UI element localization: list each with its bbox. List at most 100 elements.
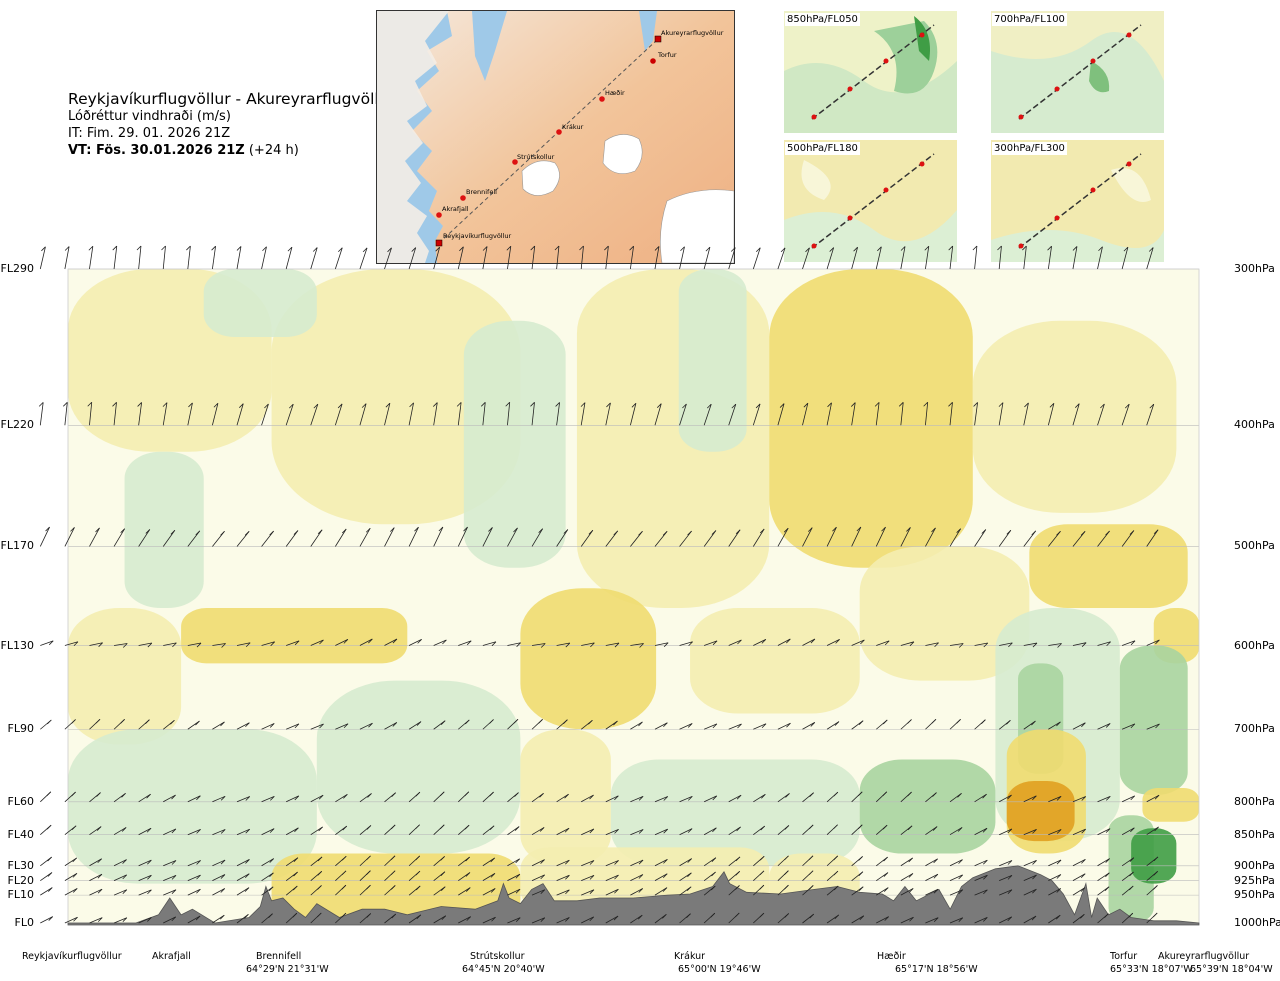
wind-barb-flag (1056, 888, 1061, 893)
hpa-tick-label: 300hPa (1234, 262, 1275, 275)
map-label-krakur: Krákur (562, 123, 584, 131)
wind-barb (531, 402, 535, 426)
wind-barb-flag (120, 528, 125, 533)
wind-barb (40, 916, 53, 924)
wind-barb-flag (294, 723, 300, 729)
wind-barb (974, 793, 987, 803)
wind-barb-flag (342, 825, 348, 831)
wind-barb-flag (343, 639, 349, 644)
wind-barb-flag (759, 884, 765, 890)
fl-tick-label: FL90 (7, 722, 34, 736)
wind-barb-flag (606, 402, 611, 408)
wind-barb-flag (122, 643, 128, 648)
wind-barb (949, 246, 954, 270)
wind-barb-flag (907, 825, 913, 831)
wind-barb-flag (565, 642, 571, 648)
wind-barb-flag (465, 719, 470, 725)
wind-barb-flag (489, 825, 495, 831)
wind-barb (556, 402, 560, 426)
location-name: Brennifell (256, 951, 302, 962)
wind-barb (507, 858, 520, 867)
wind-barb (1023, 795, 1037, 803)
wind-barb (630, 859, 644, 867)
wind-barb (900, 916, 914, 924)
wind-barb-flag (850, 402, 856, 407)
wind-barb (187, 246, 191, 270)
wind-barb-flag (514, 792, 519, 797)
wind-barb-flag (72, 873, 78, 878)
wind-barb-flag (1130, 640, 1136, 646)
wind-barb (556, 793, 569, 803)
wind-barb-flag (122, 917, 128, 923)
wind-barb-flag (784, 913, 790, 918)
field-patch-9 (68, 608, 182, 745)
wind-barb-flag (1080, 873, 1086, 879)
wind-barb-flag (97, 858, 102, 864)
wind-barb-flag (540, 889, 546, 894)
wind-barb (900, 527, 911, 547)
wind-barb-flag (121, 793, 126, 798)
wind-barb (138, 917, 152, 924)
wind-barb-flag (1081, 859, 1086, 864)
wind-barb (1097, 796, 1111, 803)
wind-barb (629, 403, 637, 426)
wind-barb (679, 246, 685, 270)
wind-barb-flag (1153, 856, 1159, 862)
wind-barb (777, 722, 791, 730)
wind-barb-flag (759, 528, 765, 534)
wind-barb-flag (171, 916, 177, 922)
wind-barb-flag (686, 913, 691, 918)
wind-barb-flag (956, 528, 961, 533)
wind-barb-flag (391, 792, 396, 798)
wind-barb-flag (614, 874, 619, 880)
wind-barb-flag (146, 793, 151, 799)
wind-barb-flag (588, 719, 593, 725)
wind-barb (187, 402, 193, 426)
wind-barb (261, 796, 275, 803)
wind-barb-flag (1056, 874, 1062, 879)
wind-barb (261, 723, 275, 730)
wind-barb-flag (735, 856, 741, 862)
wind-barb (851, 639, 865, 646)
wind-barb-flag (1105, 530, 1110, 536)
wind-barb-flag (808, 885, 814, 890)
wind-barb-flag (1080, 914, 1085, 919)
wind-barb (1023, 828, 1037, 836)
wind-barb-flag (294, 827, 299, 833)
field-patch-24 (271, 853, 521, 923)
wind-barb-flag (341, 884, 347, 890)
wind-barb-flag (755, 247, 761, 253)
wind-barb (1072, 246, 1078, 270)
wind-barb-flag (540, 917, 546, 922)
wind-barb (89, 858, 102, 867)
wind-barb (1023, 402, 1029, 426)
field-patch-20 (859, 759, 996, 854)
panel-300-label: 300hPa/FL300 (992, 142, 1067, 155)
map-label-haedir: Hæðir (605, 89, 625, 97)
wind-barb-flag (663, 859, 668, 864)
wind-barb-flag (1074, 403, 1080, 408)
wind-barb-flag (786, 638, 791, 644)
wind-barb-flag (365, 527, 371, 533)
wind-barb (138, 529, 151, 547)
wind-barb-flag (786, 722, 791, 728)
wind-barb-flag (687, 530, 692, 536)
wind-barb-flag (1104, 886, 1110, 892)
wind-barb-flag (343, 723, 349, 729)
panel-850-drawing (784, 11, 957, 133)
wind-barb-flag (1129, 871, 1134, 877)
wind-barb-flag (343, 794, 348, 799)
wind-barb-flag (784, 884, 789, 890)
panel-500-label: 500hPa/FL180 (785, 142, 860, 155)
cross-section-field (68, 269, 1199, 923)
wind-barb-flag (288, 403, 294, 409)
wind-barb-flag (807, 527, 813, 532)
wind-barb-flag (933, 873, 939, 879)
wind-barb-flag (390, 885, 396, 890)
wind-barb-flag (1105, 872, 1110, 878)
wind-barb-flag (47, 856, 52, 862)
wind-barb (507, 246, 512, 270)
wind-barb (949, 889, 963, 896)
wind-barb-flag (172, 642, 177, 648)
wind-barb (113, 917, 127, 924)
